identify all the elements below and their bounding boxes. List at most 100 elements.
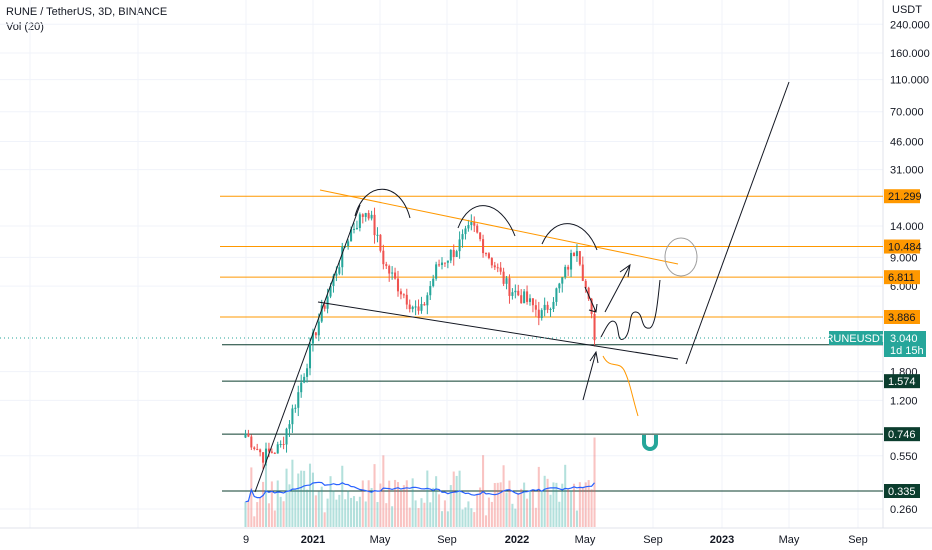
candle-body	[487, 253, 490, 259]
candle-body	[590, 298, 593, 314]
time-tick-label: 9	[243, 534, 249, 546]
volume-bar	[323, 512, 326, 527]
volume-bar	[540, 490, 543, 527]
volume-bar	[511, 503, 514, 527]
arrow-to-support-head	[589, 350, 599, 364]
candle-body	[417, 306, 420, 311]
candles	[244, 207, 596, 470]
time-tick-label: May	[370, 534, 391, 546]
candle-body	[402, 294, 405, 296]
volume-bar	[470, 508, 473, 527]
volume-bar	[587, 480, 590, 527]
volume-bar	[399, 491, 402, 527]
candle-body	[341, 246, 344, 268]
volume-bar	[484, 515, 488, 527]
time-tick-label: May	[575, 534, 596, 546]
volume-bar	[355, 501, 358, 527]
candle-body	[326, 296, 329, 309]
volume-bar	[537, 466, 540, 527]
price-tick-label: 240.000	[890, 19, 930, 31]
volume-bar	[502, 465, 505, 527]
price-tag-value: 3.886	[888, 312, 916, 324]
candle-body	[555, 288, 558, 302]
volume-bar	[306, 489, 309, 527]
candle-body	[520, 295, 523, 304]
volume-bar	[449, 485, 452, 527]
candle-body	[581, 264, 584, 281]
horizontal-levels	[220, 195, 883, 492]
volume-bar	[338, 494, 341, 527]
candle-body	[511, 292, 514, 296]
candle-body	[259, 449, 262, 453]
candle-body	[396, 278, 400, 292]
candle-body	[355, 227, 358, 229]
candle-body	[314, 332, 317, 336]
volume-ma-line	[245, 481, 595, 503]
volume-bar	[382, 455, 385, 527]
candle-body	[537, 309, 540, 318]
time-tick-label: Sep	[848, 534, 868, 546]
candle-body	[540, 310, 543, 318]
candle-body	[575, 251, 578, 257]
volume-bar	[391, 506, 394, 527]
candle-body	[484, 253, 488, 255]
price-tick-label: 1.200	[890, 395, 918, 407]
volume-bar	[440, 511, 444, 527]
volume-bar	[417, 508, 420, 527]
black-ascending-trendline	[254, 204, 361, 493]
candle-body	[276, 444, 279, 454]
volume-bar	[552, 482, 555, 527]
candle-body	[364, 213, 367, 217]
candle-body	[517, 290, 520, 296]
volume-bar	[402, 485, 405, 527]
candle-body	[561, 277, 564, 284]
candle-body	[279, 444, 282, 446]
candle-body	[294, 407, 297, 409]
candle-body	[335, 273, 338, 276]
volume-bar	[543, 475, 546, 527]
volume-bar	[517, 493, 520, 527]
magnet-icon	[642, 435, 658, 451]
volume-bar	[273, 510, 276, 527]
candle-body	[578, 251, 581, 265]
candle-body	[479, 232, 482, 240]
candle-body	[352, 228, 356, 230]
volume-bar	[414, 500, 417, 527]
volume-bar	[308, 463, 312, 527]
candle-body	[505, 278, 508, 284]
volume-bar	[405, 480, 408, 527]
last-price-tag: RUNEUSDT 3.040 1d 15h	[0, 331, 926, 357]
candle-body	[438, 264, 441, 266]
volume-bar	[276, 480, 279, 527]
candle-body	[247, 433, 250, 437]
candle-body	[306, 368, 309, 377]
candle-body	[282, 444, 285, 446]
volume-bar	[508, 480, 511, 527]
volume-bar	[452, 471, 455, 527]
volume-bar	[376, 502, 379, 527]
price-axis: 240.000 160.000 110.000 70.000 46.000 31.000 1…	[890, 19, 930, 516]
arc-head-1	[354, 188, 411, 219]
candle-body	[423, 304, 426, 306]
candle-body	[455, 251, 458, 257]
candle-body	[323, 305, 326, 309]
price-tick-label: 160.000	[890, 48, 930, 60]
volume-bar	[408, 507, 411, 527]
candle-body	[502, 271, 505, 284]
candle-body	[391, 272, 394, 274]
price-tick-label: 70.000	[890, 107, 924, 119]
candle-body	[458, 239, 461, 252]
price-tick-label: 46.000	[890, 137, 924, 149]
candle-body	[567, 266, 570, 270]
volume-bar	[396, 482, 400, 527]
volume-bar	[388, 480, 391, 527]
price-tag-bg	[884, 309, 920, 324]
price-tag-bg	[884, 484, 920, 499]
time-tick-label: Sep	[437, 534, 457, 546]
volume-bar	[300, 470, 303, 527]
candle-body	[300, 382, 303, 393]
candle-body	[493, 265, 496, 268]
orange-descending-trendline	[319, 189, 679, 265]
candle-body	[543, 304, 546, 311]
